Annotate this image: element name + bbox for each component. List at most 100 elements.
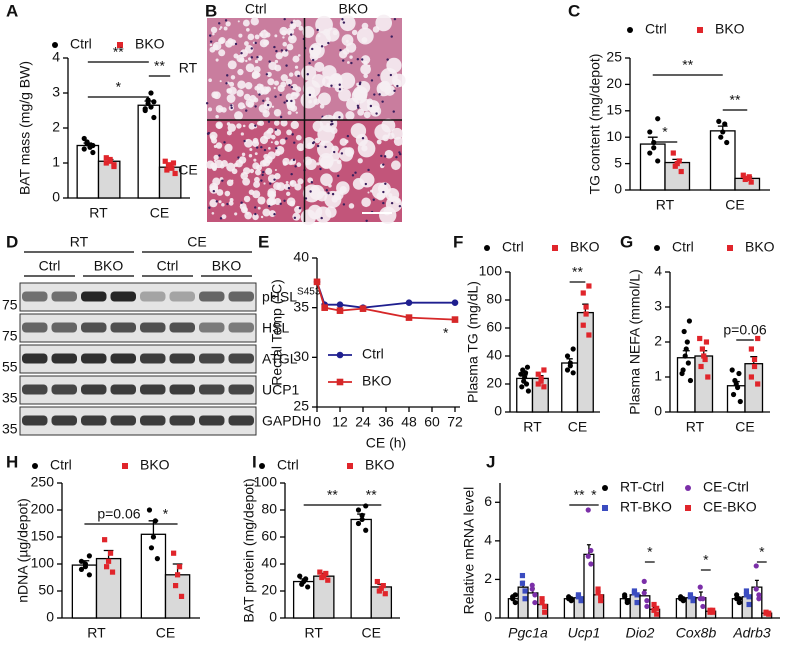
data-point [588, 561, 594, 567]
data-point [720, 129, 726, 135]
legend-marker [122, 463, 128, 469]
data-point [674, 161, 680, 167]
lipid-droplet [216, 122, 223, 129]
data-point [524, 364, 531, 370]
significance-label: * [703, 552, 709, 568]
lipid-droplet [289, 200, 296, 207]
data-point [535, 371, 541, 377]
lipid-droplet [224, 190, 231, 197]
blot-band [22, 384, 48, 395]
nucleus [364, 182, 368, 186]
nucleus [209, 34, 212, 37]
lipid-droplet [226, 88, 231, 93]
legend-label: Ctrl [70, 36, 92, 52]
lipid-droplet [303, 156, 313, 166]
data-point [651, 607, 657, 613]
blot-band [110, 384, 136, 395]
nucleus [267, 120, 271, 123]
y-tick-label: 3 [52, 84, 60, 100]
x-tick-label: CE [725, 197, 744, 213]
data-point [724, 139, 730, 146]
nucleus [256, 55, 259, 59]
lipid-droplet [274, 168, 277, 172]
lipid-droplet [297, 54, 301, 57]
lipid-droplet [240, 132, 244, 136]
lipid-droplet [294, 183, 302, 191]
legend-marker [52, 42, 58, 48]
lipid-droplet [248, 154, 253, 158]
blot-band [110, 322, 136, 333]
blot-band [228, 384, 254, 395]
lipid-droplet [245, 63, 255, 73]
data-point [321, 304, 328, 311]
lipid-droplet [226, 130, 232, 136]
legend-marker [259, 463, 265, 469]
lipid-droplet [243, 93, 251, 101]
data-point [374, 578, 380, 585]
data-point [580, 290, 586, 296]
lipid-droplet [296, 162, 302, 167]
lipid-droplet [282, 41, 288, 47]
nucleus [310, 181, 314, 184]
band-label: UCP1 [262, 381, 300, 397]
data-point [578, 596, 584, 602]
lipid-droplet [248, 122, 256, 130]
x-axis-title: CE (h) [366, 435, 406, 451]
data-point [164, 167, 170, 173]
lipid-droplet [245, 59, 248, 63]
lipid-droplet [361, 22, 369, 30]
blot-band [110, 415, 136, 426]
data-point [583, 304, 589, 310]
nucleus [254, 212, 257, 216]
lipid-droplet [236, 89, 244, 97]
nucleus [333, 150, 336, 154]
lipid-droplet [209, 199, 218, 208]
data-point [743, 592, 750, 598]
significance-label: ** [113, 44, 124, 60]
data-point [641, 578, 647, 584]
nucleus [269, 182, 272, 185]
lipid-droplet [368, 64, 371, 67]
data-point [634, 592, 640, 598]
nucleus [283, 101, 286, 104]
band-superscript: S453 [297, 286, 321, 297]
panel-letter: H [6, 452, 18, 471]
data-point [170, 160, 177, 166]
data-point [748, 179, 754, 185]
lipid-droplet [294, 65, 299, 69]
data-point [570, 370, 576, 376]
data-point [705, 374, 711, 380]
lipid-droplet [247, 101, 254, 108]
lipid-droplet [346, 61, 350, 64]
nucleus [285, 64, 288, 67]
data-point [751, 363, 758, 370]
y-tick-label: 150 [31, 528, 55, 544]
blot-band [199, 291, 225, 302]
nucleus [288, 83, 291, 87]
nucleus [293, 141, 296, 144]
legend-marker [697, 27, 703, 33]
lipid-droplet [276, 182, 286, 191]
blot-band [110, 353, 136, 364]
nucleus [320, 45, 324, 48]
lipid-droplet [236, 123, 242, 129]
nucleus [382, 190, 385, 194]
nucleus [221, 179, 224, 182]
lipid-droplet [274, 67, 277, 70]
legend-marker [32, 463, 38, 469]
data-point [746, 174, 752, 180]
lipid-droplet [267, 108, 270, 111]
x-tick-label: Dio2 [626, 625, 655, 641]
lipid-droplet [243, 167, 251, 175]
y-tick-label: 35 [293, 298, 309, 314]
data-point [172, 170, 178, 177]
data-point [154, 556, 160, 562]
data-point [522, 596, 528, 602]
significance-label: ** [366, 487, 377, 503]
data-point [748, 346, 754, 352]
lipid-droplet [363, 73, 368, 79]
legend-marker [654, 245, 660, 251]
y-tick-label: 200 [31, 501, 55, 517]
lipid-droplet [290, 35, 294, 40]
nucleus [357, 106, 360, 109]
